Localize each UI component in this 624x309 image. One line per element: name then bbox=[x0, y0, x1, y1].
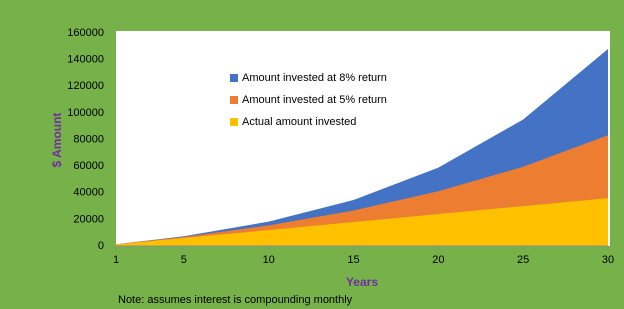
x-tick-label: 20 bbox=[432, 254, 444, 266]
y-tick-label: 60000 bbox=[73, 160, 104, 172]
x-tick-label: 15 bbox=[347, 254, 359, 266]
y-tick-label: 160000 bbox=[67, 27, 104, 39]
x-tick-label: 10 bbox=[263, 254, 275, 266]
x-tick-label: 25 bbox=[517, 254, 529, 266]
x-axis-title: Years bbox=[346, 275, 378, 289]
y-tick-label: 40000 bbox=[73, 187, 104, 199]
y-axis-title: $ Amount bbox=[50, 113, 64, 168]
legend-label: Actual amount invested bbox=[242, 116, 356, 128]
y-tick-label: 0 bbox=[98, 240, 104, 252]
x-tick-label: 5 bbox=[181, 254, 187, 266]
y-tick-label: 100000 bbox=[67, 107, 104, 119]
x-tick-label: 30 bbox=[602, 254, 614, 266]
y-tick-label: 80000 bbox=[73, 133, 104, 145]
x-tick-label: 1 bbox=[113, 254, 119, 266]
legend-swatch bbox=[230, 96, 238, 104]
y-tick-label: 120000 bbox=[67, 80, 104, 92]
y-tick-label: 20000 bbox=[73, 213, 104, 225]
legend-label: Amount invested at 8% return bbox=[242, 72, 387, 84]
legend-label: Amount invested at 5% return bbox=[242, 94, 387, 106]
legend-swatch bbox=[230, 74, 238, 82]
area bbox=[116, 198, 608, 246]
note: Note: assumes interest is compounding mo… bbox=[118, 294, 353, 306]
legend-swatch bbox=[230, 118, 238, 126]
y-tick-label: 140000 bbox=[67, 54, 104, 66]
